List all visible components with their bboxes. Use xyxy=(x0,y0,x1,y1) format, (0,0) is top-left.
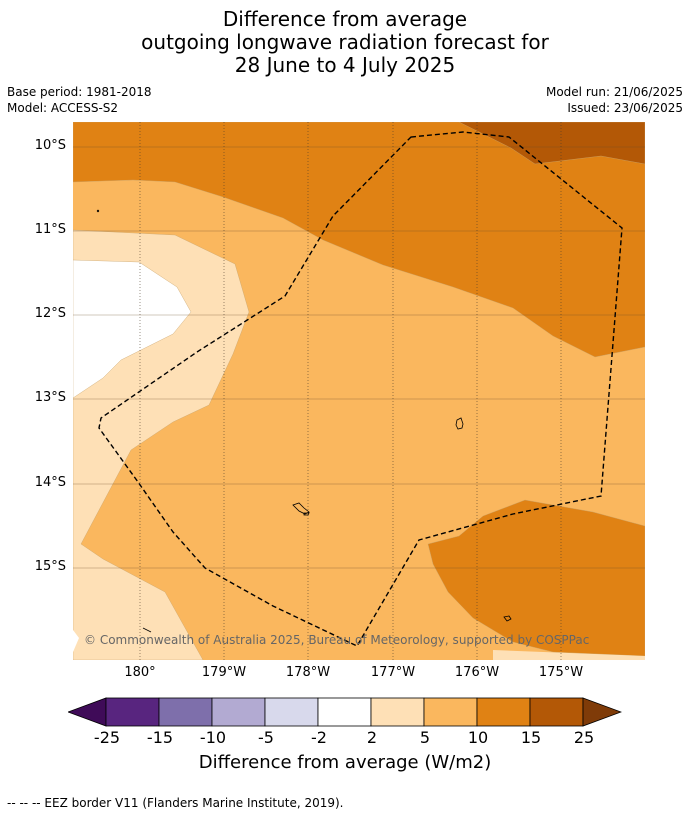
colorbar-tick-m10: -10 xyxy=(199,728,227,747)
copyright-notice: © Commonwealth of Australia 2025, Bureau… xyxy=(84,633,590,647)
colorbar-extend-low xyxy=(68,697,107,727)
colorbar-tick-5: 5 xyxy=(419,728,431,747)
base-period: Base period: 1981-2018 xyxy=(7,85,152,99)
colorbar-tick-m15: -15 xyxy=(146,728,174,747)
meta-right: Model run: 21/06/2025 Issued: 23/06/2025 xyxy=(546,84,683,116)
field-neutral-sliver xyxy=(73,630,79,652)
field-10-15-bottom xyxy=(427,499,645,657)
lon-label-175w: 175°W xyxy=(538,665,584,680)
colorbar-tick-10: 10 xyxy=(467,728,489,747)
eez-footnote: -- -- -- EEZ border V11 (Flanders Marine… xyxy=(7,796,344,810)
colorbar-bin-m5-m2 xyxy=(264,697,319,727)
colorbar-bin-m15-m10 xyxy=(158,697,213,727)
colorbar-bin-15-25 xyxy=(529,697,584,727)
lat-label-15s: 15°S xyxy=(34,559,66,574)
colorbar-tick-15: 15 xyxy=(520,728,542,747)
title-line-3: 28 June to 4 July 2025 xyxy=(234,53,456,77)
lat-label-13s: 13°S xyxy=(34,390,66,405)
title-line-2: outgoing longwave radiation forecast for xyxy=(141,30,549,54)
colorbar-extend-high xyxy=(582,697,622,727)
colorbar-tick-25: 25 xyxy=(573,728,595,747)
map-plot xyxy=(73,122,645,660)
colorbar-tick-m25: -25 xyxy=(93,728,121,747)
colorbar-bin-10-15 xyxy=(476,697,531,727)
island-north xyxy=(96,209,100,213)
lat-label-11s: 11°S xyxy=(34,222,66,237)
field-2-5-bottom-strip xyxy=(493,650,645,660)
island-southeast xyxy=(503,615,512,622)
colorbar-bin-5-10 xyxy=(423,697,478,727)
islands xyxy=(96,209,512,633)
title-line-1: Difference from average xyxy=(222,7,468,31)
lon-label-176w: 176°W xyxy=(454,665,500,680)
island-center xyxy=(292,502,310,515)
lon-label-180: 180° xyxy=(124,665,156,680)
island-southwest xyxy=(142,627,152,633)
colorbar-bin-2-5 xyxy=(370,697,425,727)
colorbar-bin-m2-2 xyxy=(317,697,372,727)
colorbar-tick-m5: -5 xyxy=(258,728,274,747)
lat-label-12s: 12°S xyxy=(34,306,66,321)
lat-label-10s: 10°S xyxy=(34,138,66,153)
lon-label-177w: 177°W xyxy=(370,665,416,680)
lat-label-14s: 14°S xyxy=(34,475,66,490)
model-name: Model: ACCESS-S2 xyxy=(7,101,119,115)
lon-label-179w: 179°W xyxy=(201,665,247,680)
colorbar xyxy=(68,697,622,727)
island-east xyxy=(455,417,464,430)
map-title: Difference from average outgoing longwav… xyxy=(0,8,690,77)
colorbar-bin-m25-m15 xyxy=(105,697,160,727)
colorbar-tick-m2: -2 xyxy=(311,728,327,747)
colorbar-bin-m10-m5 xyxy=(211,697,266,727)
eez-border xyxy=(98,131,623,647)
gridlines xyxy=(73,146,645,569)
meta-left: Base period: 1981-2018 Model: ACCESS-S2 xyxy=(7,84,152,116)
field-neutral xyxy=(73,259,192,399)
lon-label-178w: 178°W xyxy=(285,665,331,680)
model-run: Model run: 21/06/2025 xyxy=(545,85,683,99)
colorbar-tick-2: 2 xyxy=(366,728,378,747)
island-center-small xyxy=(303,512,310,516)
issued-date: Issued: 23/06/2025 xyxy=(567,101,683,115)
colorbar-label: Difference from average (W/m2) xyxy=(198,752,492,773)
field-15-25 xyxy=(458,122,645,165)
field-10-15-top xyxy=(73,122,645,358)
